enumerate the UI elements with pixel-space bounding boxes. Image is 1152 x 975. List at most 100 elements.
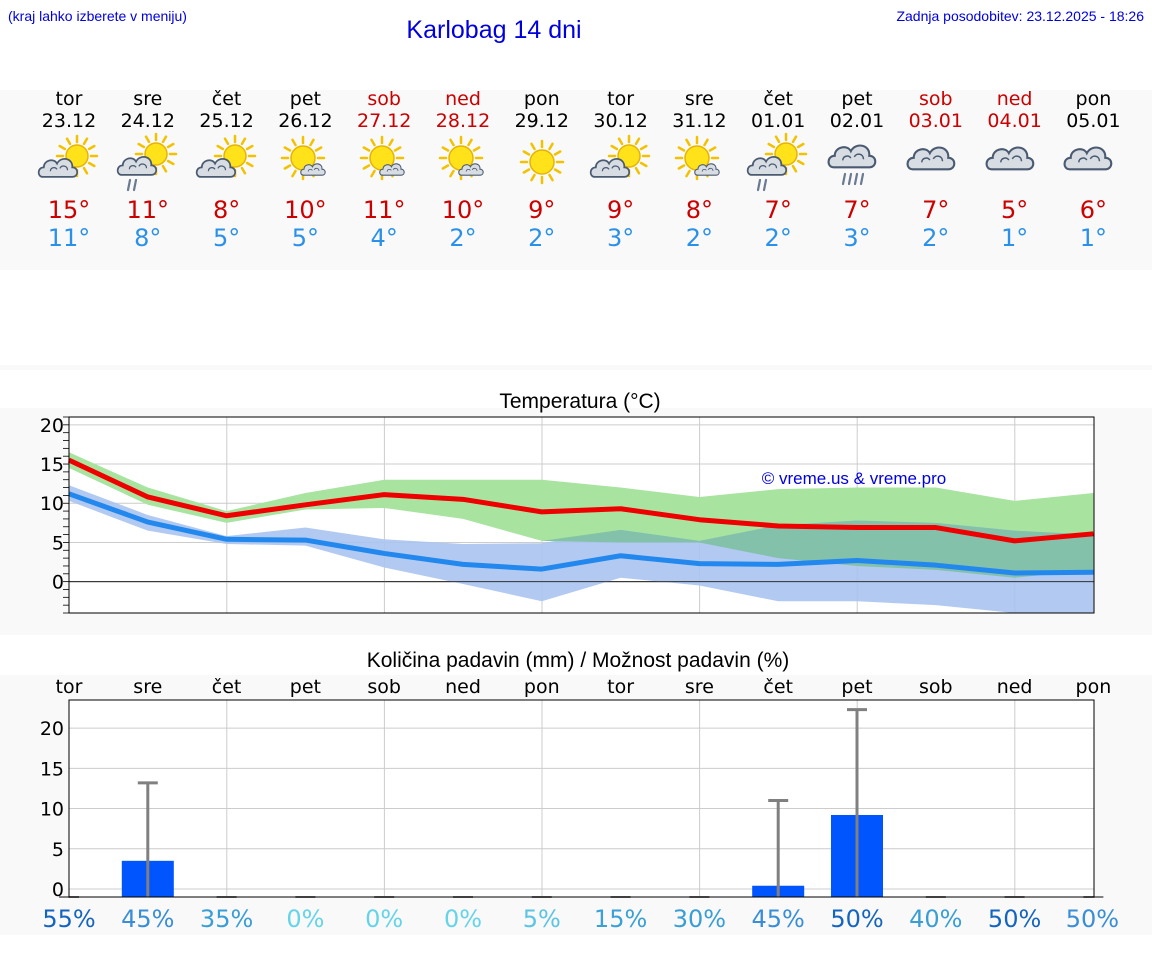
weather-icon-graphic <box>675 135 721 181</box>
cloud-shape <box>827 144 877 169</box>
min-temp: 5° <box>291 224 320 252</box>
sun-cloud-icon <box>29 132 109 196</box>
sun-ray <box>441 164 450 170</box>
sun-ray <box>685 138 692 147</box>
sun-ray <box>362 164 371 170</box>
sun-ray <box>65 137 72 146</box>
day-column: čet 01.01 7° 2° <box>738 88 818 252</box>
precip-probability: 15% <box>594 905 647 933</box>
cloud-outline <box>1063 146 1113 171</box>
sun-cloud-icon <box>581 132 661 196</box>
sun-ray <box>522 168 531 174</box>
sun-ray <box>685 169 692 178</box>
day-name: sob <box>367 88 401 110</box>
sun-ray <box>144 135 151 144</box>
cloud-shape <box>195 158 236 178</box>
day-name: tor <box>55 88 83 110</box>
day-column: pon 29.12 9° 2° <box>502 88 582 252</box>
weather-icon-graphic <box>1063 146 1113 171</box>
cloud-outline <box>37 158 79 178</box>
sun-ray <box>161 164 168 173</box>
cloud-outline <box>985 146 1034 171</box>
rain-drop <box>132 178 137 192</box>
day-name: tor <box>607 88 635 110</box>
rain-drop <box>853 172 859 186</box>
weather-icon-graphic <box>281 135 327 181</box>
sun-ray <box>166 159 175 166</box>
sun-ray <box>441 146 450 152</box>
day-name: sob <box>919 88 953 110</box>
sun-ray <box>530 173 536 182</box>
day-date: 28.12 <box>435 110 491 132</box>
day-name: pon <box>1075 88 1112 110</box>
sun-ray <box>548 173 554 182</box>
cloud-outline <box>300 163 327 176</box>
max-temp: 8° <box>685 196 714 224</box>
precip-probability: 0% <box>286 905 324 933</box>
cloud-detail <box>49 165 69 172</box>
weather-icon-graphic <box>195 134 256 178</box>
precip-day-label: ned <box>445 676 481 698</box>
min-temp: 2° <box>922 224 950 252</box>
cloud-detail <box>207 165 226 172</box>
min-temp: 2° <box>685 224 714 252</box>
precip-day-label: tor <box>56 676 83 698</box>
precip-probability: 55% <box>42 905 95 933</box>
precip-probability: 5% <box>523 905 561 933</box>
min-temp: 1° <box>1079 224 1108 252</box>
cloud-outline <box>116 156 157 176</box>
day-name: pet <box>289 88 321 110</box>
sun-ray <box>797 142 805 149</box>
day-date: 04.01 <box>987 110 1042 132</box>
sun-ray <box>449 138 455 147</box>
day-date: 29.12 <box>514 110 569 132</box>
day-column: čet 25.12 8° 5° <box>187 88 267 252</box>
precipitation-chart-title: Količina padavin (mm) / Možnost padavin … <box>367 649 790 672</box>
cloud-shape <box>985 146 1034 171</box>
cloud-detail <box>308 167 320 172</box>
min-temp-line <box>68 491 1094 576</box>
day-name: pet <box>841 88 873 110</box>
day-date: 03.01 <box>908 110 963 132</box>
day-date: 27.12 <box>356 110 412 132</box>
precip-day-label: pet <box>841 676 872 698</box>
cloud-detail <box>601 165 620 172</box>
precip-tick-label: 10 <box>40 799 64 821</box>
sun-ray <box>87 144 96 151</box>
sun-ray <box>370 138 376 147</box>
rain-drop <box>847 172 853 186</box>
precip-day-label: sob <box>919 676 953 698</box>
daily-forecast: tor 23.12 15° 11° sre 24.12 11° 8° čet 25.12 8° 5° p… <box>0 88 1152 258</box>
cloud-detail <box>842 153 865 161</box>
temp-tick-label: 10 <box>40 493 64 515</box>
temperature-plot-frame <box>68 416 1095 614</box>
day-column: ned 28.12 10° 2° <box>423 88 503 252</box>
last-update: Zadnja posodobitev: 23.12.2025 - 18:26 <box>896 8 1144 24</box>
weather-icon-graphic <box>37 134 99 178</box>
day-date: 05.01 <box>1066 110 1121 132</box>
day-name: čet <box>763 88 793 110</box>
precip-tick-label: 15 <box>40 758 64 780</box>
sun-icon <box>502 132 582 196</box>
sun-ray <box>362 146 371 152</box>
precip-tick-label: 0 <box>52 879 64 901</box>
cloud-detail <box>465 167 478 172</box>
precip-tick-label: 20 <box>40 718 64 740</box>
min-temp-range-band <box>69 485 1094 613</box>
sun-ray <box>283 164 292 170</box>
sun-ray <box>245 144 254 151</box>
weather-icon-graphic <box>116 132 178 192</box>
weather-icon-graphic <box>827 144 877 186</box>
cloud-outline <box>589 158 630 178</box>
min-temp: 5° <box>212 224 241 252</box>
location-menu-hint: (kraj lahko izberete v meniju) <box>8 8 187 24</box>
temperature-chart-title: Temperatura (°C) <box>499 390 660 413</box>
sun-ray <box>774 135 781 144</box>
sun-ray <box>388 138 394 147</box>
max-temp: 9° <box>606 196 635 224</box>
precip-tick-label: 5 <box>52 839 64 861</box>
sun-ray <box>87 161 96 168</box>
sun-cloud-icon <box>187 132 267 196</box>
rain-drop <box>126 178 131 192</box>
